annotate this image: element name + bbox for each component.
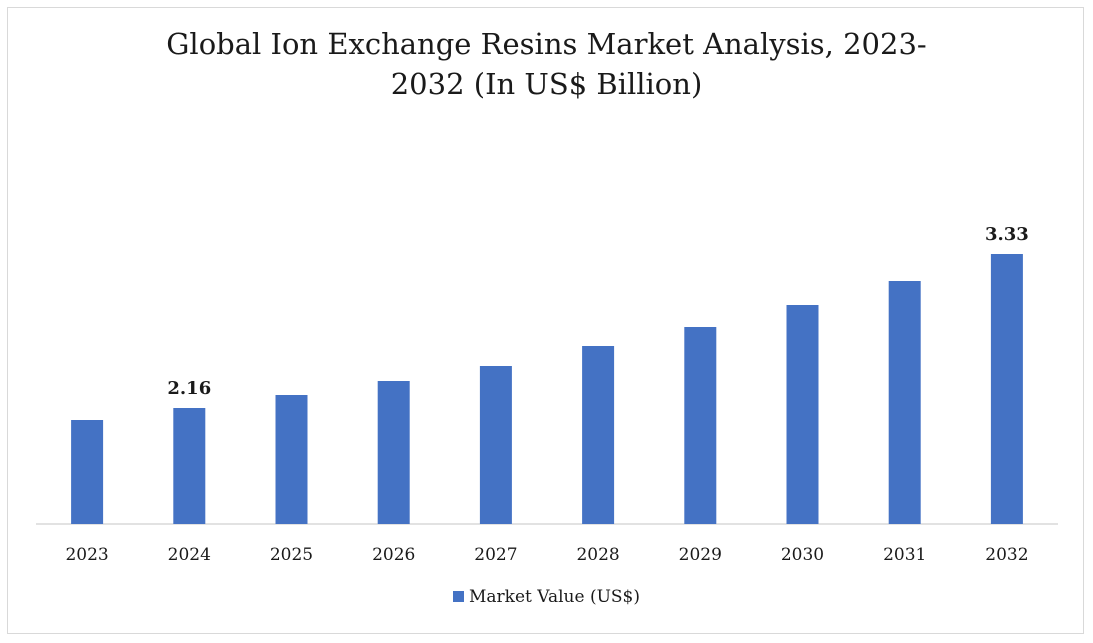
x-tick-label-2026: 2026 bbox=[372, 545, 415, 565]
bar-2024 bbox=[173, 408, 206, 524]
x-tick-label-2023: 2023 bbox=[65, 545, 108, 565]
bar-2029 bbox=[684, 327, 717, 524]
bar-2025 bbox=[275, 395, 308, 524]
x-tick-label-2025: 2025 bbox=[270, 545, 313, 565]
chart-legend: Market Value (US$) bbox=[0, 587, 1093, 607]
x-tick-label-2032: 2032 bbox=[985, 545, 1028, 565]
x-tick-label-2031: 2031 bbox=[883, 545, 926, 565]
x-tick-label-2024: 2024 bbox=[168, 545, 211, 565]
chart-title: Global Ion Exchange Resins Market Analys… bbox=[0, 24, 1093, 104]
bar-2027 bbox=[479, 366, 512, 524]
legend-swatch bbox=[452, 591, 464, 602]
chart-title-line-1: Global Ion Exchange Resins Market Analys… bbox=[166, 27, 927, 61]
legend-label: Market Value (US$) bbox=[468, 587, 641, 607]
x-tick-label-2028: 2028 bbox=[576, 545, 619, 565]
x-tick-label-2029: 2029 bbox=[679, 545, 722, 565]
chart-title-line-2: 2032 (In US$ Billion) bbox=[390, 67, 703, 101]
bar-2032 bbox=[990, 254, 1023, 524]
bar-2031 bbox=[888, 281, 921, 524]
bar-2023 bbox=[71, 420, 104, 524]
x-tick-label-2027: 2027 bbox=[474, 545, 517, 565]
data-label-2024: 2.16 bbox=[167, 378, 211, 399]
bar-2028 bbox=[582, 346, 615, 524]
x-tick-label-2030: 2030 bbox=[781, 545, 824, 565]
bar-2030 bbox=[786, 305, 819, 524]
bar-2026 bbox=[377, 381, 410, 524]
data-label-2032: 3.33 bbox=[985, 224, 1029, 245]
